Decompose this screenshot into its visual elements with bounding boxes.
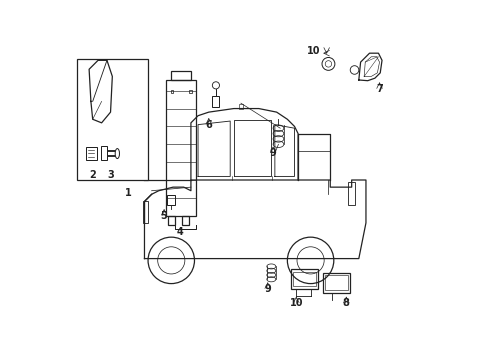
Text: 9: 9 xyxy=(264,284,270,294)
Bar xyxy=(142,202,148,223)
Text: 4: 4 xyxy=(177,227,183,237)
Bar xyxy=(347,182,354,205)
Bar xyxy=(292,272,315,287)
Bar xyxy=(182,216,189,225)
Text: 10: 10 xyxy=(289,298,303,308)
Text: 2: 2 xyxy=(89,170,96,180)
Bar xyxy=(165,80,196,216)
Text: 1: 1 xyxy=(125,188,131,198)
Bar xyxy=(239,104,243,109)
Bar xyxy=(325,275,347,290)
Text: 6: 6 xyxy=(205,120,212,130)
Bar xyxy=(189,90,192,93)
Text: 3: 3 xyxy=(107,170,114,180)
Bar xyxy=(166,195,175,205)
Bar xyxy=(167,216,175,225)
Bar xyxy=(171,71,190,80)
Text: 9: 9 xyxy=(269,148,276,158)
Bar xyxy=(212,96,219,107)
Text: 7: 7 xyxy=(375,84,382,94)
Ellipse shape xyxy=(115,149,119,158)
Bar xyxy=(101,147,107,160)
Bar xyxy=(323,273,349,293)
Bar xyxy=(77,59,148,180)
Bar xyxy=(290,269,317,289)
Text: 8: 8 xyxy=(342,298,349,308)
Text: 10: 10 xyxy=(307,46,320,57)
Bar xyxy=(170,90,173,93)
Text: 5: 5 xyxy=(161,211,167,221)
